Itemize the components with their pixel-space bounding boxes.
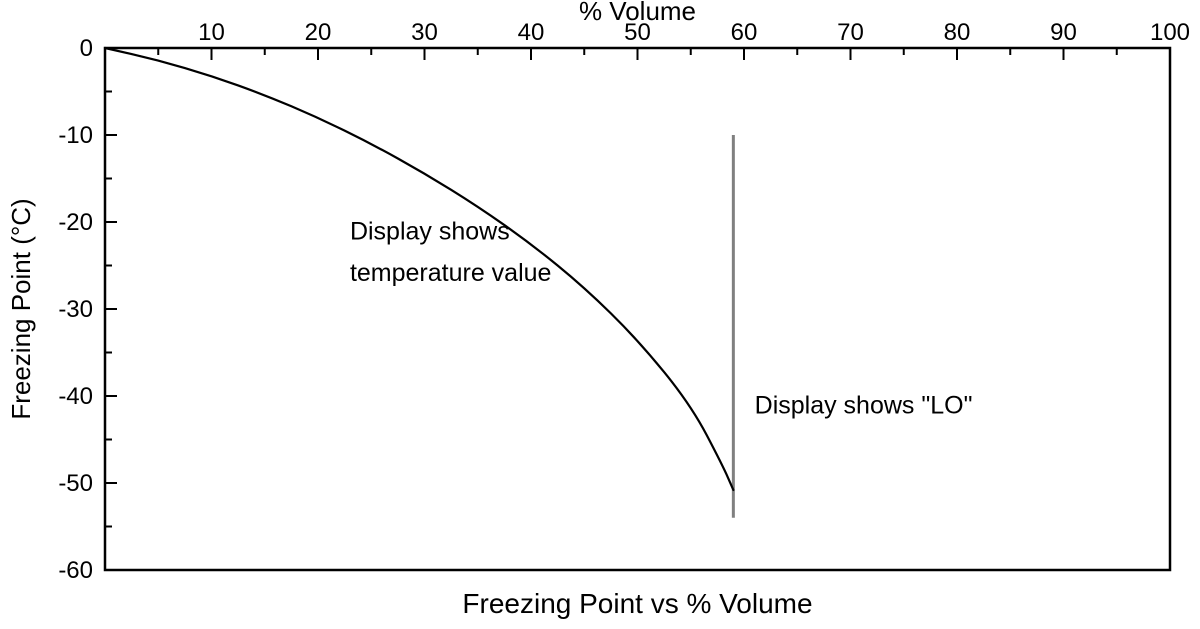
x-tick-label: 50 (624, 19, 651, 46)
y-axis-title: Freezing Point (°C) (6, 198, 36, 419)
x-tick-label: 80 (944, 19, 971, 46)
annotation-right_label: Display shows "LO" (755, 391, 973, 419)
y-tick-label: -30 (58, 296, 93, 323)
y-tick-label: -50 (58, 470, 93, 497)
x-tick-label: 60 (731, 19, 758, 46)
x-tick-label: 30 (411, 19, 438, 46)
chart-title: Freezing Point vs % Volume (462, 588, 812, 619)
x-tick-label: 40 (518, 19, 545, 46)
freezing-point-chart: % Volume1020304050607080901000-10-20-30-… (0, 0, 1200, 629)
y-tick-label: 0 (80, 35, 93, 62)
y-tick-label: -40 (58, 383, 93, 410)
x-tick-label: 70 (837, 19, 864, 46)
x-tick-label: 10 (198, 19, 225, 46)
x-tick-label: 20 (305, 19, 332, 46)
y-tick-label: -10 (58, 122, 93, 149)
chart-svg: % Volume1020304050607080901000-10-20-30-… (0, 0, 1200, 629)
x-tick-label: 100 (1150, 19, 1190, 46)
annotation-left_label_l1: Display shows (350, 217, 510, 245)
y-tick-label: -20 (58, 209, 93, 236)
x-tick-label: 90 (1050, 19, 1077, 46)
annotation-left_label_l2: temperature value (350, 259, 552, 287)
y-tick-label: -60 (58, 557, 93, 584)
